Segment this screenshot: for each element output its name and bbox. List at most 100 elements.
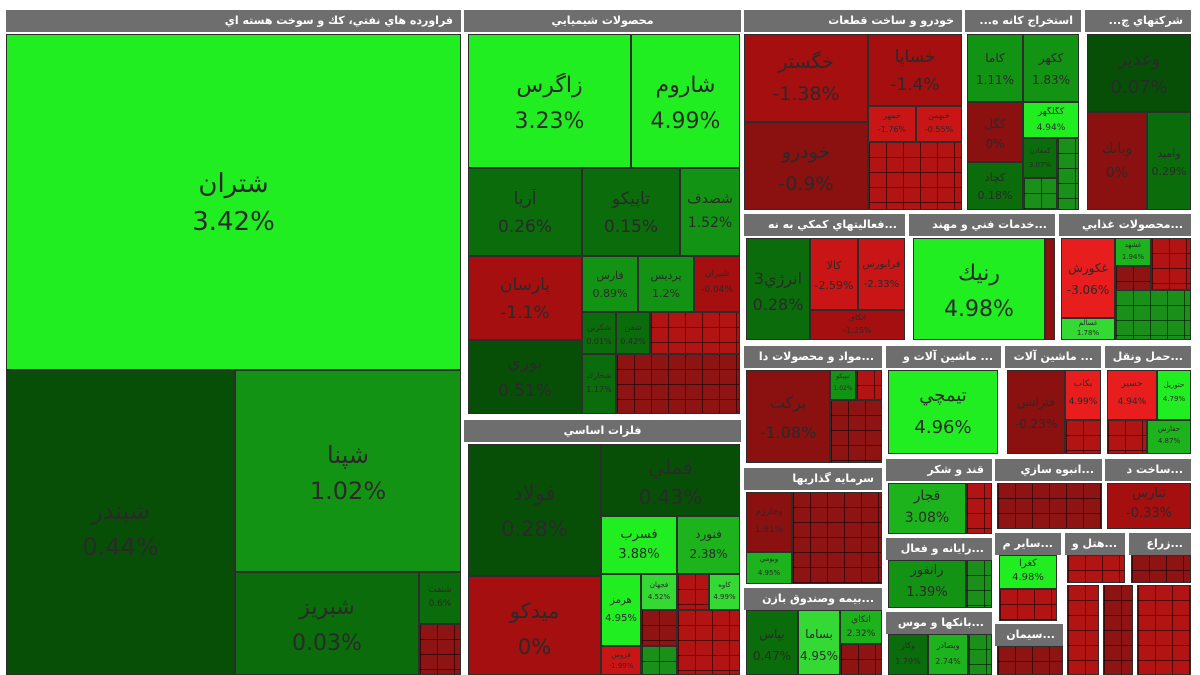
tile-kaveh[interactable]: كاوه 4.99% [709,574,740,610]
tile-vebomi[interactable]: وبومي 4.95% [746,552,792,584]
tile-khemehr[interactable]: خمهر -1.76% [868,106,916,142]
sector-support-header[interactable]: ...فعاليتهاي كمكي به نه [744,214,905,236]
sector-sugar-header[interactable]: قند و شكر [886,459,992,481]
sector-chem-header[interactable]: محصولات شيميايي [464,10,741,32]
tile-fajhan[interactable]: فجهان 4.52% [641,574,677,610]
tile-fesrab[interactable]: فسرب 3.88% [601,516,677,574]
tile-khegostar[interactable]: خگستر -1.38% [744,34,868,122]
tile-shatran[interactable]: شتران 3.42% [6,34,461,370]
tile-tenars[interactable]: ثنارس -0.33% [1107,483,1191,529]
sector-machinery2-header[interactable]: ... ماشين آلات [1005,346,1101,368]
sector-oil-header[interactable]: فراورده هاي نفتي، كك و سوخت هسته اي [6,10,461,32]
tile-cluster-sugar[interactable] [966,483,992,534]
tile-cluster-construction[interactable] [997,483,1102,529]
tile-cluster-metals-d[interactable] [641,646,677,675]
tile-kaghol[interactable]: كگلگهر 4.94% [1023,102,1079,138]
tile-kegra[interactable]: كغرا 4.98% [999,555,1057,589]
tile-sharoum[interactable]: شاروم 4.99% [631,34,740,168]
tile-cluster-food-a[interactable] [1151,238,1191,290]
sector-hotel-header[interactable]: ...هتل و [1065,533,1125,555]
tile-ghajar[interactable]: قجار 3.08% [888,483,966,534]
tile-shekhark[interactable]: شخارك 1.17% [582,354,616,414]
sector-cement-header[interactable]: ...سيمان [995,624,1063,646]
tile-cluster-invest[interactable] [792,492,882,584]
tile-cluster-pharma[interactable] [830,400,882,463]
tile-cluster-metals-c[interactable] [677,610,740,675]
tile-cluster-mining-b[interactable] [1023,178,1057,210]
tile-shaoil[interactable]: شنفت 0.6% [419,572,461,624]
tile-zagros[interactable]: زاگرس 3.23% [468,34,631,168]
tile-kemeadn[interactable]: كمعادن 3.07% [1023,138,1057,178]
tile-fenoard[interactable]: فنورد 2.38% [677,516,740,574]
sector-pharma-header[interactable]: ...مواد و محصولات دا [744,346,882,368]
sector-invest-header[interactable]: سرمايه گذاريها [744,468,882,490]
tile-cluster-metals-b[interactable] [677,574,709,610]
tile-kaama[interactable]: كاما 1.11% [967,34,1023,102]
tile-cluster-food-c[interactable] [1115,290,1191,340]
tile-ghesalem[interactable]: غسالم 1.78% [1061,318,1115,340]
tile-kechad[interactable]: كچاد 0.18% [967,162,1023,210]
tile-hetoril[interactable]: حتوريل 4.79% [1157,370,1191,420]
tile-hefari[interactable]: حفارس 4.87% [1147,420,1191,454]
tile-khesapa[interactable]: خساپا -1.4% [868,34,962,106]
sector-cons-header[interactable]: ...ساخت د [1105,459,1191,481]
sector-food-header[interactable]: ...محصولات غذايي [1059,214,1191,236]
tile-shesadf[interactable]: شصدف 1.52% [680,168,740,256]
tile-shabriz[interactable]: شبريز 0.03% [235,572,419,675]
tile-bimas[interactable]: بپاس 0.47% [746,610,798,675]
tile-cluster-misc-c[interactable] [1137,585,1191,675]
tile-shabandar[interactable]: شبندر 0.44% [6,370,235,675]
tile-cluster-agri[interactable] [1131,555,1191,583]
tile-cluster-cement[interactable] [997,646,1063,675]
tile-cluster-pharma-b[interactable] [856,370,882,400]
sector-other-header[interactable]: ...ساير م [995,533,1061,555]
tile-cluster-auto[interactable] [868,142,962,210]
sector-agri-header[interactable]: ...زراع [1129,533,1191,555]
sector-computer-header[interactable]: ...رايانه و فعال [886,538,992,560]
tile-cluster-other[interactable] [999,589,1057,621]
sector-tech-header[interactable]: ...خدمات فني و مهند [909,214,1055,236]
sector-tile-header[interactable]: ...انبوه سازي [995,459,1102,481]
sector-multi-header[interactable]: شركتهاي چ... [1085,10,1191,32]
tile-cluster-computer[interactable] [966,560,992,608]
tile-cluster-chem-a[interactable] [650,312,740,354]
tile-hesir[interactable]: حسير 4.94% [1107,370,1157,420]
tile-ranik[interactable]: رنيك 4.98% [913,238,1045,340]
tile-shekorb[interactable]: شكربن 0.01% [582,312,616,354]
tile-cluster-insurance[interactable] [840,644,882,675]
tile-energy3[interactable]: انرژي3 0.28% [746,238,810,340]
tile-parsan[interactable]: پارسان -1.1% [468,256,582,340]
sector-metals-header[interactable]: فلزات اساسي [464,420,741,442]
tile-barakat[interactable]: بركت -1.08% [746,370,830,463]
sector-machinery1-header[interactable]: ... ماشين آلات و [886,346,1001,368]
tile-cluster-metals-a[interactable] [641,610,677,646]
tile-ranfor[interactable]: رانفور 1.39% [888,560,966,608]
tile-khebahman[interactable]: خبهمن -0.55% [916,106,962,142]
tile-shapna[interactable]: شپنا 1.02% [235,370,461,572]
tile-vekharazm[interactable]: وخارزم 1.91% [746,492,792,552]
tile-shefan[interactable]: شفن 0.42% [616,312,650,354]
tile-cluster-misc-b[interactable] [1103,585,1133,675]
tile-midco[interactable]: ميدكو 0% [468,576,601,675]
tile-cluster-mining[interactable] [1057,138,1079,210]
tile-aria[interactable]: آريا 0.26% [468,168,582,256]
sector-auto-header[interactable]: خودرو و ساخت قطعات [744,10,962,32]
tile-vaghadir[interactable]: وغدير 0.07% [1087,34,1191,112]
tile-kegol[interactable]: كگل 0% [967,102,1023,162]
tile-tech-small[interactable] [1045,238,1055,340]
sector-insurance-header[interactable]: ...بيمه وصندوق بازن [744,588,882,610]
tile-besama[interactable]: بساما 4.95% [798,610,840,675]
tile-cluster-mach2[interactable] [1065,420,1101,454]
tile-cluster-transport[interactable] [1107,420,1147,454]
tile-pardis[interactable]: پرديس 1.2% [638,256,694,312]
tile-vepost[interactable]: وبصادر 2.74% [928,634,968,675]
tile-cluster-small[interactable] [419,624,461,675]
tile-faraboors[interactable]: فرابورس -2.33% [858,238,905,310]
sector-transport-header[interactable]: ...حمل ونقل [1105,346,1191,368]
tile-feroz[interactable]: فروس -1.99% [601,646,641,675]
tile-farsi[interactable]: فارس 0.89% [582,256,638,312]
tile-vaemad[interactable]: وبانك 0% [1087,112,1147,210]
sector-banks-header[interactable]: ...بانكها و موس [886,612,992,634]
tile-folad[interactable]: فولاد 0.28% [468,444,601,576]
tile-hormoz[interactable]: هرمز 4.95% [601,574,641,646]
